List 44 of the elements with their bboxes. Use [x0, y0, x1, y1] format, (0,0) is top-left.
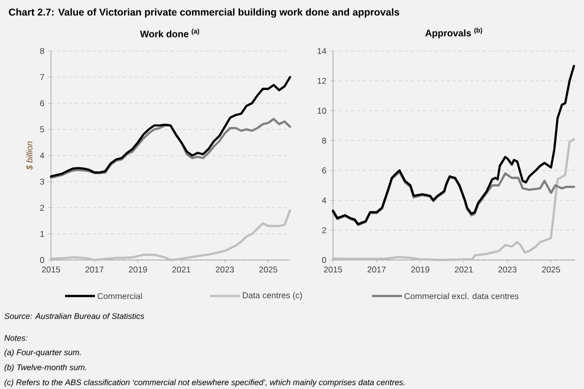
text: (a) Four-quarter sum. [4, 349, 81, 357]
x-tick-label: 2025 [259, 266, 278, 273]
y-tick-label: 0 [40, 257, 44, 263]
x-tick-label: 2021 [172, 266, 190, 273]
y-tick-label: 5 [40, 126, 44, 132]
x-tick-label: 2015 [324, 266, 342, 273]
x-tick-label: 2019 [128, 266, 147, 273]
text: Notes: [4, 335, 28, 341]
x-tick-label: 2023 [498, 266, 516, 273]
y-tick-label: 2 [322, 227, 326, 234]
x-tick-label: 2017 [85, 266, 104, 273]
y-tick-label: 0 [322, 257, 326, 263]
line-series [332, 170, 576, 226]
x-tick-label: 2017 [368, 266, 386, 273]
source-note: Source: Australian Bureau of Statistics [4, 312, 144, 319]
chart-title: Chart 2.7: Value of Victorian private commercial building work done and approvals [8, 8, 400, 18]
x-tick-label: 2023 [216, 266, 234, 273]
y-axis-title: $ billion [26, 142, 33, 170]
y-tick-label: 6 [40, 100, 44, 106]
x-tick-label: 2025 [542, 266, 560, 273]
legend-label: Commercial excl. data centres [404, 292, 519, 300]
y-tick-label: 8 [322, 138, 326, 144]
x-tick-label: 2015 [42, 266, 60, 273]
line-series [332, 64, 576, 226]
y-tick-label: 4 [40, 152, 44, 158]
y-tick-label: 7 [40, 74, 44, 80]
x-tick-label: 2019 [411, 266, 430, 273]
y-tick-label: 14 [318, 48, 326, 54]
y-tick-label: 12 [318, 78, 326, 84]
y-tick-label: 1 [40, 230, 44, 237]
y-tick-label: 8 [40, 48, 44, 54]
y-tick-label: 3 [40, 178, 44, 185]
y-tick-label: 4 [322, 197, 326, 204]
line-series [50, 118, 292, 179]
chart-subtitle: Work done $^{(a)}$ [140, 28, 200, 38]
x-tick-label: 2021 [454, 266, 473, 273]
text: (c) Refers to the ABS classification ‘commercial not elsewhere specified’, which mainly comprises data centres. [4, 379, 404, 387]
chart-title: Approvals $^{(b)}$ [425, 28, 482, 38]
y-tick-label: 2 [40, 204, 44, 211]
text: (b) Twelve-month sum. [4, 364, 86, 372]
y-tick-label: 10 [318, 108, 326, 114]
legend-label: Data centres (c) [242, 292, 302, 300]
y-tick-label: 6 [322, 167, 326, 174]
legend-label: Commercial [98, 292, 142, 300]
